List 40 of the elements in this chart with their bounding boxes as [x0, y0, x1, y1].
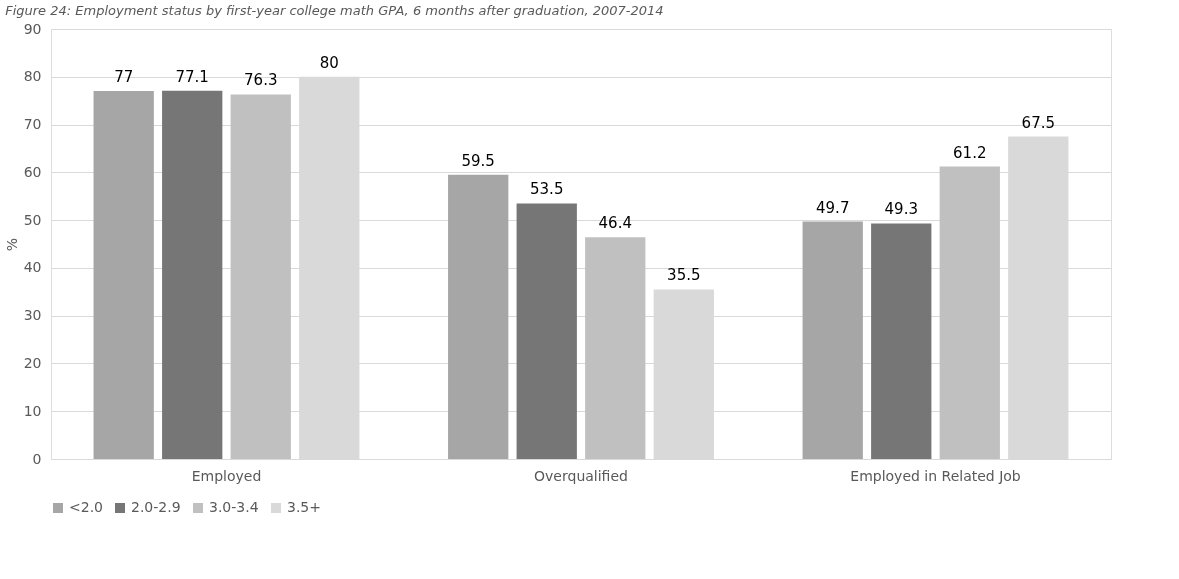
y-tick-label: 90 — [23, 20, 42, 37]
data-label: 53.5 — [530, 180, 564, 199]
x-tick-label: Overqualified — [534, 467, 628, 484]
chart-title: Figure 24: Employment status by first-year college math GPA, 6 months after graduation, 2007-2014 — [5, 3, 664, 18]
x-tick-label: Employed — [191, 467, 262, 484]
bar — [871, 223, 932, 459]
data-label: 61.2 — [953, 143, 987, 162]
data-label: 77.1 — [175, 67, 209, 86]
bar — [516, 203, 577, 459]
data-label: 80 — [319, 53, 339, 72]
data-label: 49.3 — [884, 200, 918, 219]
legend-label: 3.0-3.4 — [209, 499, 259, 515]
data-label: 77 — [114, 68, 134, 87]
bar — [939, 166, 1000, 459]
data-label: 49.7 — [816, 198, 850, 217]
bar — [585, 237, 646, 459]
y-tick-label: 10 — [23, 402, 42, 419]
y-tick-label: 30 — [23, 307, 42, 324]
y-tick-label: 50 — [23, 211, 42, 228]
legend-label: 3.5+ — [287, 499, 321, 515]
bar — [802, 221, 863, 459]
y-tick-label: 0 — [32, 450, 42, 467]
legend-label: <2.0 — [69, 499, 103, 515]
y-tick-label: 40 — [23, 259, 42, 276]
y-tick-label: 80 — [23, 68, 42, 85]
x-tick-label: Employed in Related Job — [850, 467, 1021, 484]
y-tick-label: 20 — [23, 354, 42, 371]
y-tick-label: 70 — [23, 116, 42, 133]
y-axis-title: % — [3, 237, 20, 252]
y-tick-label: 60 — [23, 163, 42, 180]
data-label: 35.5 — [667, 266, 701, 285]
legend-label: 2.0-2.9 — [131, 499, 181, 515]
data-label: 46.4 — [598, 214, 632, 233]
bar — [93, 91, 154, 459]
data-label: 76.3 — [244, 71, 278, 90]
bar — [230, 94, 291, 459]
bar — [448, 174, 509, 459]
data-label: 59.5 — [461, 151, 495, 170]
data-label: 67.5 — [1021, 113, 1056, 132]
bar — [162, 90, 223, 459]
